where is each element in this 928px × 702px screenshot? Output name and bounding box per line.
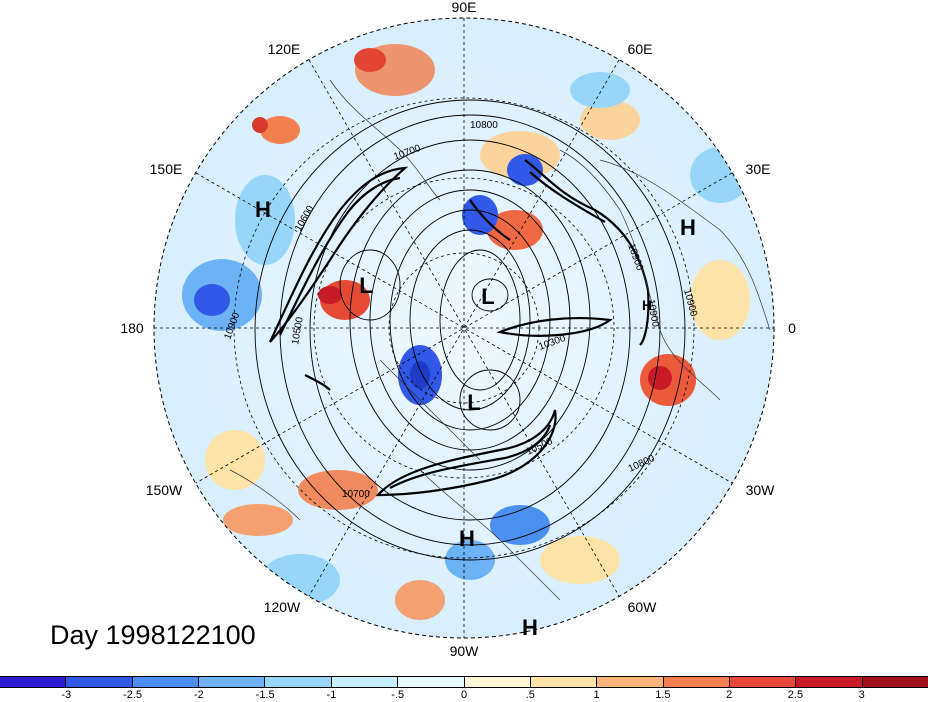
contour-label: 10500: [290, 316, 306, 346]
graticule: [154, 18, 774, 638]
colorbar-tick-labels: -3 -2.5 -2 -1.5 -1 -.5 0 .5 1 1.5 2 2.5 3: [0, 689, 928, 702]
lon-label-120w: 120W: [264, 599, 301, 615]
colorbar-segment: [862, 677, 928, 687]
lon-label-30w: 30W: [746, 482, 776, 498]
low-pressure-marker: L: [481, 284, 494, 309]
lon-label-120e: 120E: [268, 41, 301, 57]
colorbar-tick-label: .5: [525, 689, 535, 701]
lon-label-150w: 150W: [146, 482, 183, 498]
colorbar-segment: [132, 677, 200, 687]
colorbar-tick-label: 1.5: [655, 689, 671, 701]
colorbar-tick-label: 1: [593, 689, 600, 701]
high-pressure-marker: H: [522, 615, 538, 640]
contour-label: 10700: [342, 489, 370, 500]
colorbar-segment: [398, 677, 465, 687]
colorbar-tick-label: -2: [193, 689, 204, 701]
colorbar-segment: [0, 677, 67, 687]
anomaly-field: [154, 18, 774, 638]
colorbar-segment: [530, 677, 598, 687]
pressure-markers: H H H H H L L L: [255, 197, 696, 640]
coastlines: [229, 79, 771, 601]
colorbar-segment: [663, 677, 730, 687]
colorbar-segment: [597, 677, 664, 687]
colorbar-segment: [265, 677, 332, 687]
colorbar-segment: [729, 677, 797, 687]
colorbar-tick-label: -3: [61, 689, 72, 701]
lon-label-90e: 90E: [452, 0, 477, 15]
colorbar-tick-label: 2.5: [787, 689, 804, 701]
colorbar-segment: [66, 677, 133, 687]
anomaly-blobs: [182, 44, 750, 620]
colorbar-tick-label: 3: [858, 689, 865, 701]
colorbar: [0, 676, 928, 688]
contour-label: 10800: [470, 120, 498, 131]
day-title: Day 1998122100: [50, 620, 256, 650]
lon-label-180: 180: [120, 320, 144, 336]
colorbar-tick-label: 2: [726, 689, 733, 701]
colorbar-segment: [331, 677, 399, 687]
lon-label-150e: 150E: [150, 161, 183, 177]
colorbar-segment: [796, 677, 863, 687]
colorbar-tick-label: -1: [326, 689, 337, 701]
longitude-labels: 90E 60E 30E 0 30W 60W 90W 120W 150W 180 …: [120, 0, 796, 659]
lon-label-0: 0: [788, 320, 796, 336]
colorbar-segment: [199, 677, 266, 687]
colorbar-tick-label: -2.5: [123, 689, 143, 701]
lon-label-30e: 30E: [746, 161, 771, 177]
lon-label-90w: 90W: [450, 643, 480, 659]
high-pressure-marker: H: [680, 215, 696, 240]
map-border: [153, 17, 775, 639]
high-pressure-marker: H: [255, 197, 271, 222]
colorbar-tick-label: -1.5: [255, 689, 275, 701]
jet-contours: [269, 159, 650, 497]
high-pressure-marker: H: [642, 297, 652, 313]
low-pressure-marker: L: [467, 390, 480, 415]
contour-label: 10900: [645, 299, 661, 329]
colorbar-segment: [464, 677, 531, 687]
high-pressure-marker: H: [459, 526, 475, 551]
low-pressure-marker: L: [359, 273, 372, 298]
lon-label-60e: 60E: [628, 41, 653, 57]
lon-label-60w: 60W: [628, 599, 658, 615]
colorbar-tick-label: 0: [460, 689, 468, 701]
colorbar-tick-label: -.5: [391, 689, 405, 701]
